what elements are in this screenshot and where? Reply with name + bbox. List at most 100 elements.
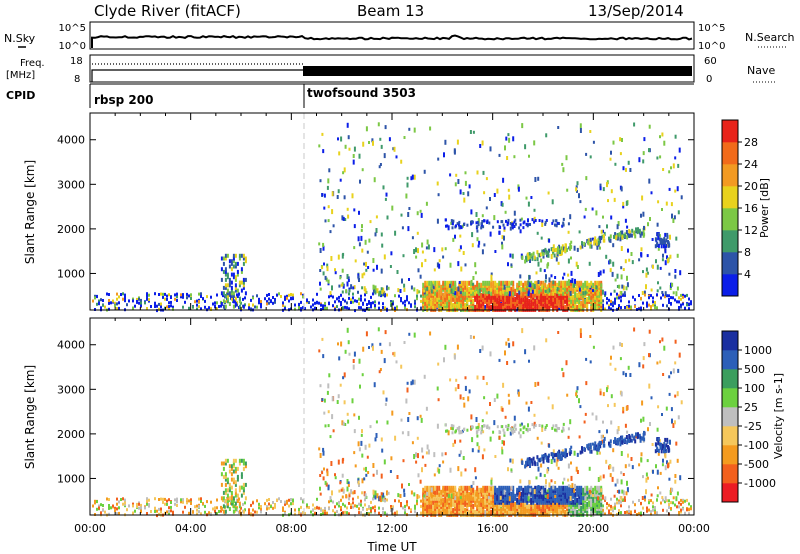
power-cell: [610, 189, 613, 194]
power-cell: [623, 233, 626, 238]
power-cell: [240, 253, 243, 258]
power-cell: [102, 299, 104, 302]
power-cell: [659, 155, 662, 159]
power-cell: [533, 208, 536, 212]
power-cell: [502, 223, 505, 227]
power-cell: [192, 305, 194, 309]
power-cell: [641, 195, 644, 201]
velocity-cell: [386, 490, 388, 496]
power-cell: [602, 229, 604, 233]
velocity-cell: [230, 485, 233, 490]
velocity-cell: [226, 493, 229, 498]
power-cell: [610, 150, 612, 155]
velocity-cell: [244, 464, 247, 469]
velocity-cell: [488, 491, 491, 497]
power-cell: [640, 231, 643, 236]
power-cell: [450, 280, 453, 286]
velocity-cell: [234, 482, 237, 487]
velocity-cell: [337, 394, 340, 399]
velocity-cell: [244, 501, 246, 505]
power-cell: [680, 195, 683, 200]
power-cell: [378, 291, 381, 297]
power-cell: [361, 168, 364, 172]
power-cell: [401, 278, 403, 284]
power-cell: [544, 302, 547, 308]
power-cell: [667, 243, 670, 248]
power-cell: [595, 210, 598, 216]
velocity-cell: [580, 505, 583, 511]
velocity-cell: [534, 382, 537, 387]
power-cell: [469, 130, 472, 134]
velocity-cell: [482, 497, 485, 503]
velocity-cell: [580, 493, 583, 499]
power-cell: [444, 218, 447, 222]
velocity-cell: [516, 487, 519, 493]
power-cell: [682, 293, 684, 297]
power-cell: [540, 306, 543, 312]
velocity-cell: [446, 511, 449, 517]
power-cell: [360, 235, 363, 241]
power-cell: [638, 294, 640, 297]
power-cell: [481, 140, 484, 146]
power-cell: [146, 294, 148, 298]
velocity-cell: [426, 499, 429, 505]
power-cell: [674, 189, 677, 193]
power-cell: [393, 146, 396, 152]
velocity-cell: [242, 461, 245, 466]
power-cell: [160, 292, 162, 296]
power-cell: [370, 304, 372, 308]
power-cell: [678, 307, 680, 311]
velocity-cell: [458, 486, 461, 489]
power-cell: [496, 188, 499, 194]
power-cell: [643, 137, 646, 142]
power-cell: [474, 262, 477, 268]
velocity-cell: [156, 514, 158, 518]
velocity-cell: [200, 497, 202, 501]
velocity-cell: [621, 343, 623, 347]
power-cell: [668, 294, 670, 298]
velocity-cell: [284, 500, 286, 504]
power-cell: [520, 286, 523, 292]
power-cell: [567, 230, 570, 234]
power-cell: [258, 297, 260, 301]
velocity-cell: [397, 493, 400, 498]
power-cell: [413, 287, 416, 292]
power-cell: [96, 295, 98, 299]
power-cell: [530, 292, 533, 298]
power-cell: [460, 302, 463, 308]
velocity-cell: [560, 509, 563, 515]
velocity-cell: [318, 506, 320, 510]
power-cell: [340, 283, 343, 287]
power-cell: [353, 285, 356, 290]
power-cell: [558, 244, 561, 249]
power-cell: [234, 261, 237, 266]
power-cell: [584, 280, 587, 286]
power-cell: [234, 264, 237, 269]
power-cell: [222, 299, 225, 304]
velocity-cell: [224, 477, 227, 482]
power-cell: [464, 306, 467, 312]
power-cell: [625, 230, 628, 234]
velocity-cell: [321, 337, 324, 341]
velocity-cell: [366, 508, 368, 512]
power-cell: [346, 281, 349, 287]
power-cell: [446, 306, 449, 312]
power-cell: [606, 301, 608, 305]
velocity-cell: [489, 436, 492, 442]
power-cell: [513, 220, 516, 224]
velocity-cell: [534, 507, 537, 513]
power-cell: [176, 299, 178, 302]
velocity-cell: [326, 471, 329, 477]
power-cell: [526, 280, 529, 286]
velocity-cell: [266, 505, 268, 509]
power-cell: [679, 270, 682, 276]
velocity-cell: [324, 511, 326, 515]
velocity-cell: [403, 488, 406, 493]
velocity-cell: [354, 514, 356, 518]
velocity-cell: [476, 485, 479, 491]
velocity-cell: [390, 508, 392, 512]
velocity-cell: [230, 466, 233, 471]
power-cell: [372, 288, 375, 293]
power-cell: [593, 241, 596, 246]
velocity-cell: [666, 509, 668, 513]
